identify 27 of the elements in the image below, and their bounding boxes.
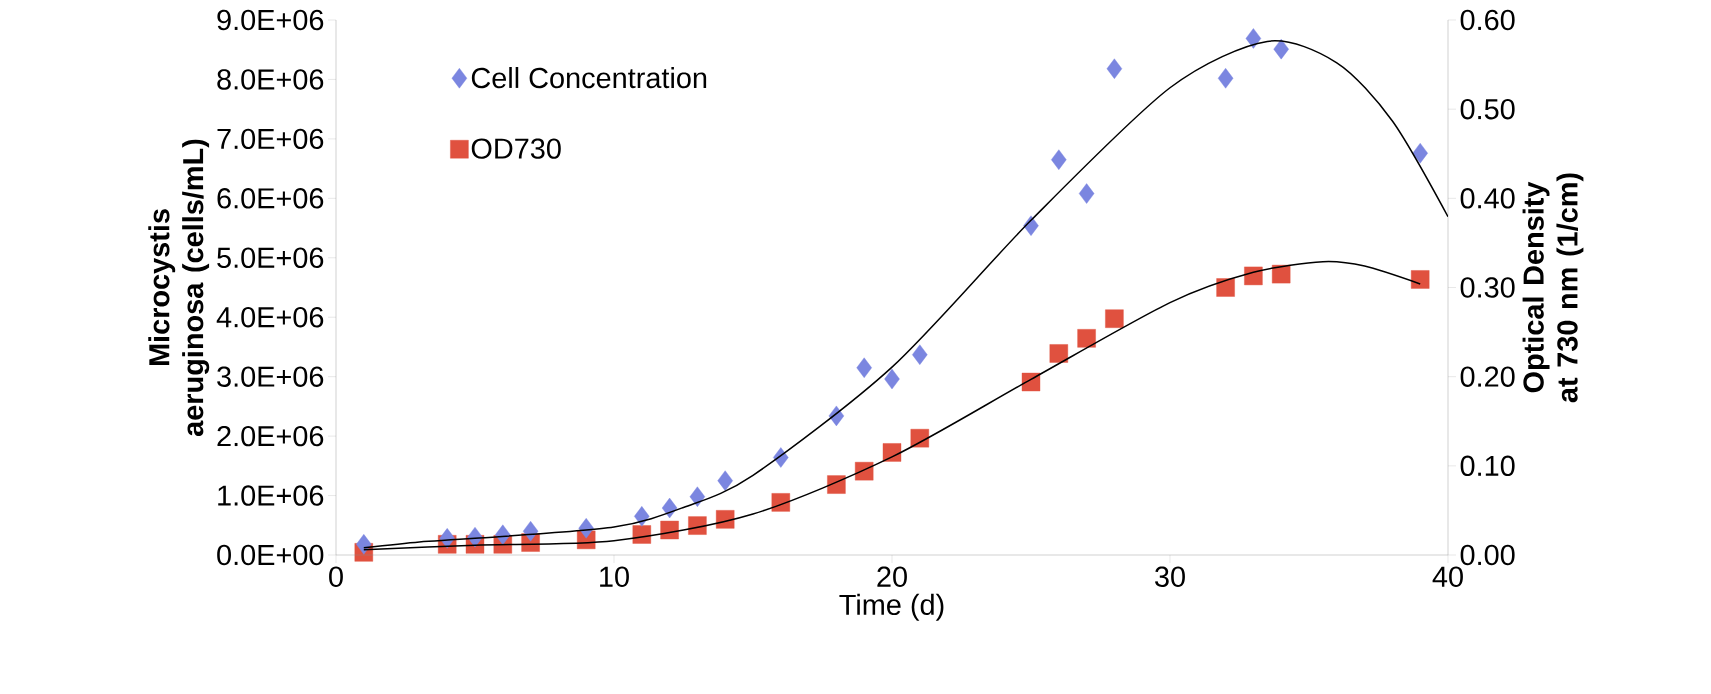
y2-tick-label: 0.60 [1460,9,1515,31]
y-tick-label: 3.0E+06 [217,366,324,387]
legend-label: OD730 [471,138,561,159]
legend-label: Cell Concentration [471,66,707,89]
x-tick-label: 10 [600,566,629,587]
y-tick-label: 7.0E+06 [217,128,324,150]
y-tick-label: 4.0E+06 [216,307,324,328]
y2-tick-label: 0.50 [1460,98,1515,120]
y-tick-label: 8.0E+06 [217,69,324,90]
x-tick-label: 30 [1155,566,1185,587]
x-axis-title: Time (d) [839,593,944,621]
y-axis-title: Microcystis aeruginosa (cells/mL) [148,139,210,436]
x-tick-label: 40 [1432,566,1463,587]
y2-tick-label: 0.00 [1460,544,1515,566]
y2-tick-label: 0.20 [1460,366,1515,387]
x-tick-label: 0 [329,566,343,587]
y-tick-label: 9.0E+06 [217,9,324,31]
y-tick-label: 1.0E+06 [218,485,324,506]
y-tick-label: 0.0E+00 [217,544,324,566]
y-tick-label: 6.0E+06 [217,188,324,209]
y2-axis-title: Optical Density at 730 nm (1/cm) [1522,173,1584,403]
y-tick-label: 5.0E+06 [217,247,324,268]
y2-tick-label: 0.10 [1460,455,1515,477]
y2-tick-label: 0.30 [1460,277,1515,298]
y-tick-label: 2.0E+06 [217,425,324,447]
x-tick-label: 20 [877,566,907,587]
y2-tick-label: 0.40 [1460,188,1515,209]
